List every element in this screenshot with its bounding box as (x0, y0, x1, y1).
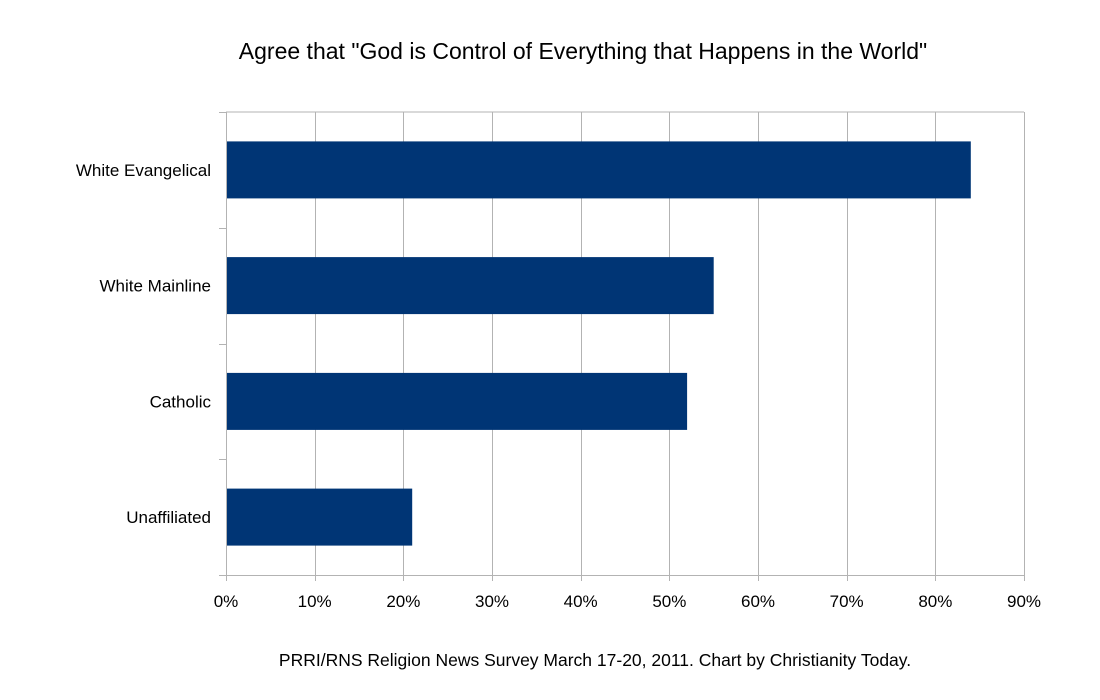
x-tick-label: 70% (830, 592, 864, 611)
x-tick-label: 90% (1007, 592, 1041, 611)
x-tick-label: 20% (386, 592, 420, 611)
bar-catholic (226, 372, 688, 430)
bar-white-mainline (226, 257, 714, 315)
chart-title: Agree that "God is Control of Everything… (238, 38, 928, 64)
x-tick-label: 10% (298, 592, 332, 611)
x-tick-label: 0% (214, 592, 239, 611)
bar-white-evangelical (226, 141, 971, 199)
bars (226, 141, 971, 546)
x-tick-label: 40% (564, 592, 598, 611)
axes (219, 112, 1024, 576)
x-tick-label: 80% (918, 592, 952, 611)
chart-source-note: PRRI/RNS Religion News Survey March 17-2… (278, 650, 912, 670)
bar-unaffiliated (226, 488, 413, 546)
y-tick-label: White Mainline (100, 277, 212, 296)
x-tick-label: 60% (741, 592, 775, 611)
axis-labels: 0% 10% 20% 30% 40% 50% 60% 70% 80% 90% White Evang… (76, 161, 1041, 611)
y-tick-label: Catholic (150, 392, 212, 411)
y-tick-label: Unaffiliated (126, 508, 211, 527)
x-tick-label: 30% (475, 592, 509, 611)
x-tick-label: 50% (652, 592, 686, 611)
y-tick-label: White Evangelical (76, 161, 211, 180)
